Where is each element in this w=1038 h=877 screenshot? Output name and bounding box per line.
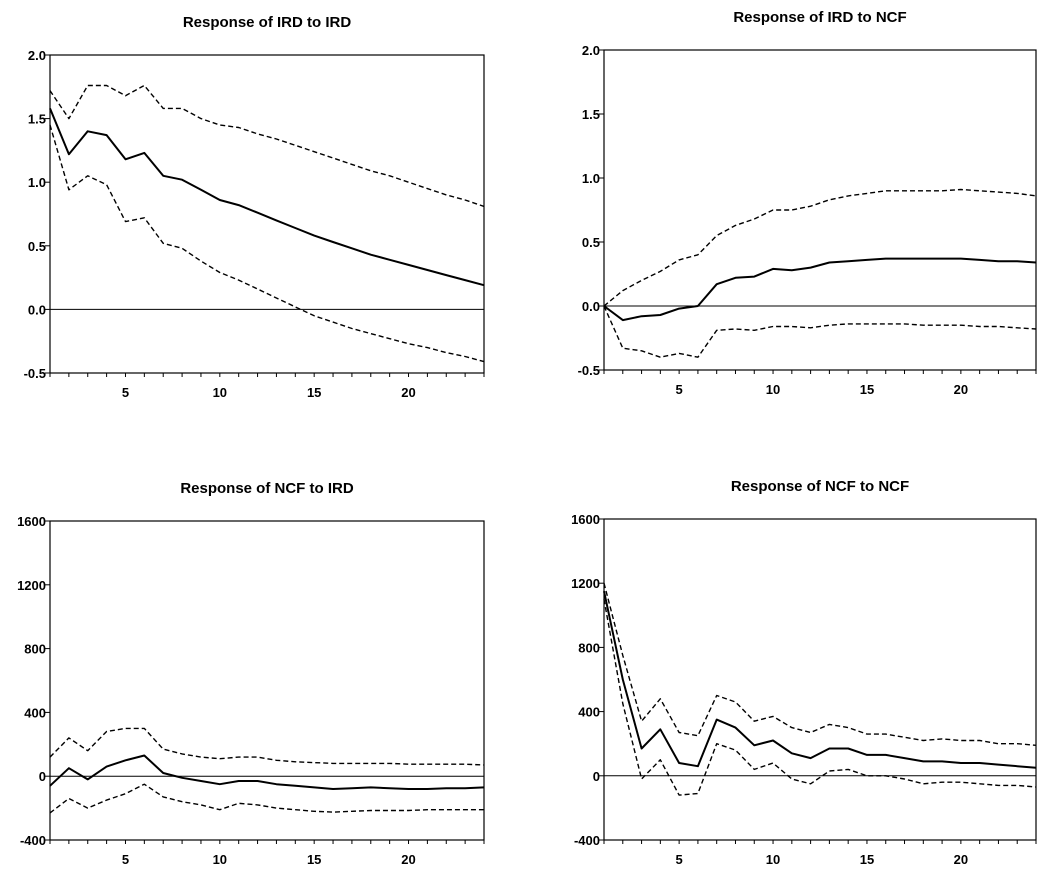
panel-2-upper-band-line bbox=[603, 188, 1037, 307]
panel-3-x-tick-label: 10 bbox=[213, 852, 227, 867]
panel-1-y-tick-label: 2.0 bbox=[28, 48, 46, 63]
panel-3-y-tick-label: 1200 bbox=[17, 578, 46, 593]
panel-2-plot-frame bbox=[603, 49, 1037, 371]
panel-4-response-line bbox=[603, 590, 1037, 769]
panel-2-x-tick-label: 15 bbox=[860, 382, 874, 397]
panel-1-lower-band-line bbox=[49, 124, 485, 363]
panel-2-y-tick-label: 0.0 bbox=[582, 299, 600, 314]
panel-3-upper-band-line bbox=[49, 727, 485, 766]
panel-1-y-tick-label: 1.5 bbox=[28, 112, 46, 127]
panel-1-x-tick-label: 20 bbox=[401, 385, 415, 400]
panel-3-y-tick-label: 1600 bbox=[17, 514, 46, 529]
panel-4-x-tick-label: 5 bbox=[676, 852, 683, 867]
panel-2-y-tick-label: 1.0 bbox=[582, 171, 600, 186]
panel-4-upper-band-line bbox=[603, 583, 1037, 746]
panel-3-title: Response of NCF to IRD bbox=[180, 480, 354, 497]
panel-2-y-tick-label: -0.5 bbox=[578, 363, 600, 378]
panel-4-x-tick-label: 15 bbox=[860, 852, 874, 867]
panel-3-plot-frame bbox=[49, 520, 485, 841]
panel-4-title: Response of NCF to NCF bbox=[731, 478, 909, 495]
panel-1-y-tick-label: 1.0 bbox=[28, 175, 46, 190]
panel-1-x-tick-label: 15 bbox=[307, 385, 321, 400]
panel-2-title: Response of IRD to NCF bbox=[733, 9, 906, 26]
panel-4-y-tick-label: 800 bbox=[578, 640, 600, 655]
panel-1-plot-frame bbox=[49, 54, 485, 374]
panel-2-x-tick-label: 5 bbox=[676, 382, 683, 397]
panel-2-lower-band-line bbox=[603, 305, 1037, 358]
panel-1-y-tick-label: 0.5 bbox=[28, 239, 46, 254]
panel-1-y-tick-label: 0.0 bbox=[28, 302, 46, 317]
panel-3-response-line bbox=[49, 754, 485, 790]
panel-2-y-tick-label: 1.5 bbox=[582, 107, 600, 122]
panel-3-lower-band-line bbox=[49, 783, 484, 814]
panel-1-title: Response of IRD to IRD bbox=[183, 14, 352, 31]
panel-3-x-tick-label: 15 bbox=[307, 852, 321, 867]
panel-2-x-tick-label: 20 bbox=[954, 382, 968, 397]
panel-3-x-tick-label: 20 bbox=[401, 852, 415, 867]
panel-4-y-tick-label: 0 bbox=[593, 769, 600, 784]
panel-2-response-line bbox=[603, 257, 1037, 322]
panel-4-y-tick-label: 1200 bbox=[571, 576, 600, 591]
panel-3-y-tick-label: -400 bbox=[20, 833, 46, 848]
panel-4-plot-frame bbox=[603, 518, 1037, 841]
panel-1-y-tick-label: -0.5 bbox=[24, 366, 46, 381]
panel-4-lower-band-line bbox=[603, 599, 1037, 796]
panel-4-y-tick-label: 1600 bbox=[571, 512, 600, 527]
panel-1-upper-band-line bbox=[49, 84, 485, 208]
panel-4-x-tick-label: 10 bbox=[766, 852, 780, 867]
panel-2-x-tick-label: 10 bbox=[766, 382, 780, 397]
panel-1-x-tick-label: 10 bbox=[213, 385, 227, 400]
panel-3-y-tick-label: 800 bbox=[24, 642, 46, 657]
panel-4-y-tick-label: 400 bbox=[578, 705, 600, 720]
panel-2-y-tick-label: 0.5 bbox=[582, 235, 600, 250]
panel-3-x-tick-label: 5 bbox=[122, 852, 129, 867]
panel-1-response-line bbox=[49, 108, 485, 287]
panel-1-x-tick-label: 5 bbox=[122, 385, 129, 400]
panel-2-y-tick-label: 2.0 bbox=[582, 43, 600, 58]
panel-3-y-tick-label: 0 bbox=[39, 769, 46, 784]
panel-3-y-tick-label: 400 bbox=[24, 705, 46, 720]
panel-4-x-tick-label: 20 bbox=[954, 852, 968, 867]
panel-4-y-tick-label: -400 bbox=[574, 833, 600, 848]
